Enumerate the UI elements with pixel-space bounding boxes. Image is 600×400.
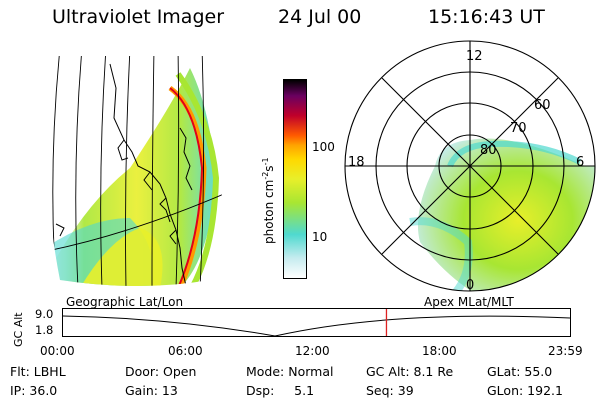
footer-glat: GLat: 55.0 xyxy=(487,364,553,379)
polar-lat-70: 70 xyxy=(510,121,527,136)
polar-emission xyxy=(417,138,595,291)
footer-ip: IP: 36.0 xyxy=(10,383,58,398)
colorbar-tick-100: 100 xyxy=(312,140,335,154)
alt-x-tick-1: 06:00 xyxy=(168,344,203,358)
geographic-map xyxy=(46,56,225,286)
altitude-strip-plot xyxy=(62,308,571,337)
polar-mlt-6: 6 xyxy=(576,155,584,170)
polar-lat-80: 80 xyxy=(480,143,497,158)
footer-mode: Mode: Normal xyxy=(246,364,334,379)
polar-lat-60: 60 xyxy=(534,98,551,113)
colorbar-unit-label: photon cm-2s-1 xyxy=(261,157,276,244)
footer-filter: Flt: LBHL xyxy=(10,364,66,379)
footer-seq: Seq: 39 xyxy=(366,383,414,398)
altitude-curve xyxy=(62,315,571,337)
footer-gain: Gain: 13 xyxy=(125,383,178,398)
footer-dsp: Dsp: 5.1 xyxy=(246,383,315,398)
alt-x-tick-4: 23:59 xyxy=(548,344,583,358)
alt-y-top: 9.0 xyxy=(35,307,54,321)
alt-y-bottom: 1.8 xyxy=(35,323,54,337)
color-scale-bar xyxy=(283,79,307,279)
alt-x-tick-3: 18:00 xyxy=(422,344,457,358)
alt-x-tick-0: 00:00 xyxy=(40,344,75,358)
polar-grid xyxy=(344,40,596,292)
geo-image xyxy=(46,56,225,286)
alt-x-tick-2: 12:00 xyxy=(295,344,330,358)
polar-map: 12 18 6 0 60 70 80 xyxy=(344,40,596,293)
colorbar-tick-10: 10 xyxy=(312,230,328,244)
polar-mlt-12: 12 xyxy=(466,49,483,64)
footer-gc-alt: GC Alt: 8.1 Re xyxy=(366,364,454,379)
time-label: 15:16:43 UT xyxy=(428,6,545,28)
polar-mlt-0: 0 xyxy=(466,278,474,293)
instrument-title: Ultraviolet Imager xyxy=(52,6,225,28)
geographic-map-label: Geographic Lat/Lon xyxy=(66,295,184,309)
date-label: 24 Jul 00 xyxy=(278,6,362,28)
polar-map-label: Apex MLat/MLT xyxy=(424,295,514,309)
alt-axis-label: GC Alt xyxy=(12,312,25,347)
footer-door: Door: Open xyxy=(125,364,197,379)
polar-mlt-18: 18 xyxy=(348,155,365,170)
footer-glon: GLon: 192.1 xyxy=(487,383,563,398)
